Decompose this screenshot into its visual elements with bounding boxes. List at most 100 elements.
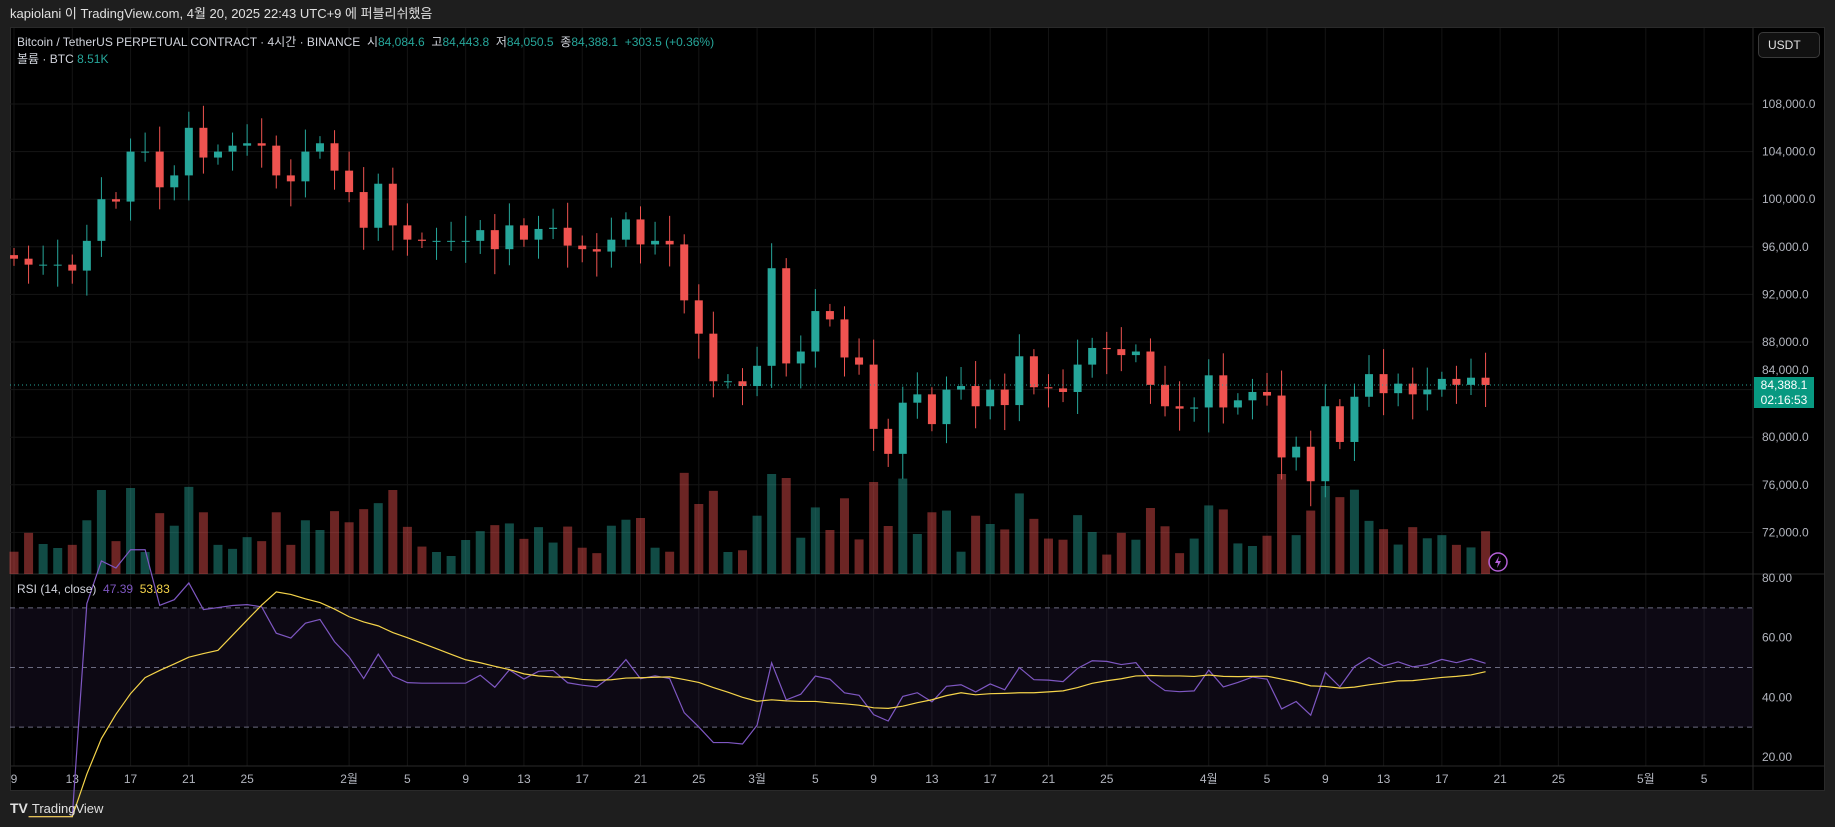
volume-bar	[912, 534, 922, 574]
time-tick-label: 13	[517, 772, 531, 786]
price-tick-label: 92,000.0	[1762, 287, 1809, 301]
volume-bar	[402, 526, 412, 574]
candle	[1248, 391, 1257, 401]
volume-bar	[636, 518, 646, 574]
volume-bar	[9, 551, 19, 574]
candle	[1481, 377, 1490, 385]
price-tick-label: 108,000.0	[1762, 97, 1816, 111]
candle	[782, 268, 791, 364]
volume-bar	[1218, 509, 1228, 574]
symbol-name[interactable]: Bitcoin / TetherUS PERPETUAL CONTRACT · …	[17, 35, 361, 49]
candle	[621, 219, 630, 240]
currency-button[interactable]: USDT	[1758, 32, 1820, 58]
candle	[1073, 364, 1082, 392]
volume-bar	[228, 548, 238, 574]
candle	[1044, 387, 1053, 389]
candle	[24, 258, 33, 265]
low-label: 저	[495, 35, 507, 49]
candle	[1000, 389, 1009, 406]
time-tick-label: 9	[870, 772, 877, 786]
candle	[913, 394, 922, 403]
candle	[680, 244, 689, 301]
time-tick-label: 25	[1100, 772, 1114, 786]
candle	[986, 389, 995, 407]
candle	[709, 333, 718, 382]
volume-bar	[330, 511, 340, 574]
candle	[82, 240, 91, 271]
candle	[1131, 351, 1140, 356]
brand-name: TradingView	[31, 800, 104, 816]
volume-bar	[1029, 518, 1039, 574]
candle	[286, 175, 295, 182]
current-price-label: 84,388.1 02:16:53	[1754, 377, 1814, 408]
candle	[1452, 378, 1461, 385]
candle	[1029, 356, 1038, 388]
volume-bar	[927, 512, 937, 574]
volume-label[interactable]: 볼륨 · BTC	[17, 52, 74, 66]
volume-bar	[315, 530, 325, 574]
open-label: 시	[366, 35, 378, 49]
volume-bar	[1408, 527, 1418, 574]
volume-bar	[111, 541, 121, 574]
price-tick-label: 96,000.0	[1762, 240, 1809, 254]
volume-bar	[24, 532, 34, 574]
volume-bar	[1189, 538, 1199, 574]
volume-bar	[1393, 544, 1403, 574]
time-tick-label: 5월	[1637, 772, 1655, 786]
volume-bar	[198, 512, 208, 574]
volume-bar	[694, 504, 704, 574]
volume-bar	[126, 488, 136, 574]
lightning-icon[interactable]	[1488, 552, 1508, 572]
candle	[53, 264, 62, 266]
candle	[359, 192, 368, 228]
price-tick-label: 104,000.0	[1762, 145, 1816, 159]
candle	[563, 227, 572, 246]
time-tick-label: 25	[240, 772, 254, 786]
tradingview-logo[interactable]: TV TradingView	[10, 800, 103, 816]
volume-bar	[1437, 535, 1447, 574]
volume-bar	[854, 539, 864, 574]
volume-bar	[300, 520, 310, 574]
time-tick-label: 17	[1435, 772, 1449, 786]
candle	[592, 249, 601, 252]
time-tick-label: 21	[1493, 772, 1507, 786]
volume-bar	[242, 537, 252, 574]
candle	[578, 245, 587, 250]
candle	[1233, 400, 1242, 408]
low-value: 84,050.5	[506, 35, 554, 49]
candle	[1190, 407, 1199, 409]
time-tick-label: 9	[11, 772, 18, 786]
candle	[126, 151, 135, 202]
volume-bar	[1277, 474, 1287, 574]
candle	[111, 199, 120, 202]
volume-bar	[971, 515, 981, 574]
rsi-value: 47.39	[103, 582, 134, 596]
volume-bar	[796, 537, 806, 574]
rsi-legend[interactable]: RSI (14, close) 47.39 53.83	[17, 582, 170, 596]
volume-bar	[767, 474, 777, 574]
volume-value: 8.51K	[77, 52, 109, 66]
volume-bar	[446, 556, 456, 574]
bar-countdown: 02:16:53	[1760, 393, 1808, 407]
volume-bar	[738, 550, 747, 574]
candle	[840, 319, 849, 358]
candle	[199, 127, 208, 158]
candle	[1306, 446, 1315, 482]
volume-bar	[723, 552, 733, 574]
candle	[1204, 375, 1213, 408]
time-tick-label: 3월	[748, 772, 766, 786]
time-tick-label: 17	[576, 772, 590, 786]
candle	[1423, 389, 1432, 395]
volume-bar	[1335, 497, 1345, 574]
candle	[1175, 406, 1184, 409]
candle	[447, 240, 456, 242]
volume-bar	[1364, 520, 1374, 574]
candle	[549, 227, 558, 229]
volume-bar	[548, 542, 558, 574]
candle	[1219, 375, 1228, 408]
rsi-tick-label: 80.00	[1762, 571, 1792, 585]
candle	[68, 264, 77, 271]
candle	[1102, 347, 1111, 350]
volume-bar	[388, 490, 398, 574]
